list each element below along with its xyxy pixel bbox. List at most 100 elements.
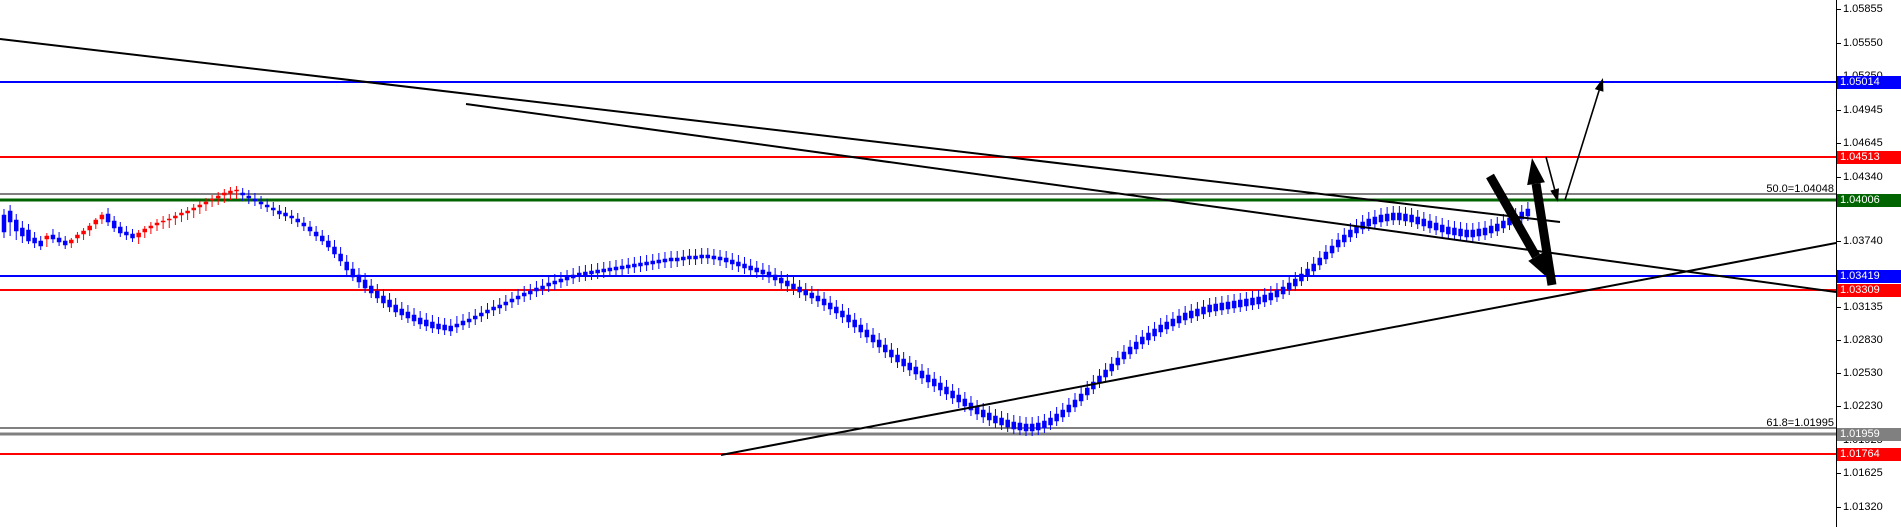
candle-body <box>234 189 239 192</box>
candle-body <box>142 228 148 233</box>
candle-body <box>797 286 802 293</box>
candle-body <box>44 235 50 240</box>
candle-body <box>1274 289 1280 298</box>
axis-tick <box>1836 110 1841 111</box>
forecast-up-thin-shaft <box>1564 90 1600 201</box>
candle-body <box>246 195 252 199</box>
candlestick-plot-area[interactable]: 50.0=1.04048 61.8=1.01995 <box>0 0 1836 527</box>
candle-body <box>1390 212 1396 221</box>
candle-body <box>136 232 141 238</box>
candle-body <box>589 270 594 275</box>
candle-body <box>528 290 533 295</box>
candle-body <box>827 302 833 310</box>
price-tag-1.05014[interactable]: 1.05014 <box>1837 76 1901 89</box>
price-tag-1.01959[interactable]: 1.01959 <box>1837 428 1901 441</box>
candle-body <box>668 257 674 262</box>
fibonacci-label: 61.8=1.01995 <box>1766 417 1834 429</box>
candle-body <box>252 198 258 202</box>
candle-body <box>1023 423 1029 432</box>
price-tag-1.04006[interactable]: 1.04006 <box>1837 194 1901 207</box>
candle-body <box>583 271 588 276</box>
candle-body <box>1299 273 1304 282</box>
candle-body <box>381 295 386 304</box>
candle-body <box>766 271 772 278</box>
candle-body <box>75 234 80 239</box>
candle-body <box>319 235 325 242</box>
candle-body <box>852 319 857 328</box>
axis-tick-label: 1.05550 <box>1843 37 1883 49</box>
candle-body <box>785 280 790 287</box>
candle-body <box>350 268 356 278</box>
candle-body <box>222 192 227 196</box>
candle-body <box>1066 404 1072 413</box>
candle-body <box>1072 399 1078 408</box>
candle-body <box>778 277 784 284</box>
axis-tick <box>1836 340 1841 341</box>
candle-body <box>925 374 931 383</box>
candle-body <box>619 265 625 270</box>
candle-body <box>240 192 245 196</box>
candle-body <box>521 292 527 297</box>
candle-body <box>1293 278 1298 287</box>
candle-body <box>1195 308 1200 317</box>
candle-body <box>1 214 7 233</box>
candle-body <box>1036 422 1041 431</box>
candle-body <box>748 265 753 271</box>
candle-body <box>368 285 374 294</box>
candle-body <box>203 201 209 205</box>
axis-tick <box>1836 373 1841 374</box>
axis-tick-label: 1.05855 <box>1843 3 1883 15</box>
candle-body <box>1464 229 1469 238</box>
candle-body <box>1495 223 1500 232</box>
candle-body <box>1519 211 1525 220</box>
price-tag-1.01764[interactable]: 1.01764 <box>1837 448 1901 461</box>
candle-body <box>601 268 607 273</box>
candle-body <box>1213 303 1219 312</box>
candle-body <box>1458 228 1463 237</box>
candle-body <box>454 323 460 328</box>
candle-body <box>938 382 943 391</box>
candle-body <box>1286 282 1292 291</box>
price-tag-1.03419[interactable]: 1.03419 <box>1837 270 1901 283</box>
candle-body <box>546 282 551 287</box>
price-axis[interactable]: 1.058551.055501.052501.049451.046451.043… <box>1836 0 1901 527</box>
candle-body <box>931 378 937 387</box>
candle-body <box>1146 332 1151 341</box>
candle-body <box>870 334 876 343</box>
candle-body <box>1029 423 1035 432</box>
candle-body <box>62 240 68 246</box>
candle-body <box>448 325 454 332</box>
candle-body <box>1042 420 1047 429</box>
axis-tick <box>1836 143 1841 144</box>
candle-body <box>1017 422 1023 431</box>
price-tag-1.03309[interactable]: 1.03309 <box>1837 284 1901 297</box>
candle-body <box>1084 387 1090 396</box>
price-tag-1.04513[interactable]: 1.04513 <box>1837 151 1901 164</box>
candle-body <box>185 210 190 214</box>
candle-body <box>1470 229 1476 238</box>
forecast-up-thin-head <box>1594 78 1604 92</box>
candle-body <box>375 290 380 299</box>
axis-tick-label: 1.03740 <box>1843 235 1883 247</box>
candle-body <box>840 310 845 318</box>
candle-body <box>1060 409 1066 418</box>
candle-body <box>1244 298 1249 307</box>
axis-tick-label: 1.04340 <box>1843 171 1883 183</box>
candle-body <box>950 390 955 399</box>
candle-body <box>570 274 576 279</box>
candle-body <box>625 264 631 269</box>
forecast-down-thin-shaft <box>1545 156 1556 190</box>
forecast-up-thick-head <box>1527 158 1545 186</box>
candle-body <box>326 240 331 248</box>
axis-tick <box>1836 307 1841 308</box>
candle-body <box>1005 419 1010 428</box>
candle-body <box>687 255 692 260</box>
candle-body <box>791 283 796 290</box>
candle-body <box>754 267 760 273</box>
candle-body <box>1317 257 1323 266</box>
candle-body <box>515 295 521 300</box>
horizontal-level-lines <box>0 81 1836 455</box>
candle-body <box>1378 214 1384 223</box>
candle-body <box>705 254 711 259</box>
candle-body <box>662 258 668 263</box>
